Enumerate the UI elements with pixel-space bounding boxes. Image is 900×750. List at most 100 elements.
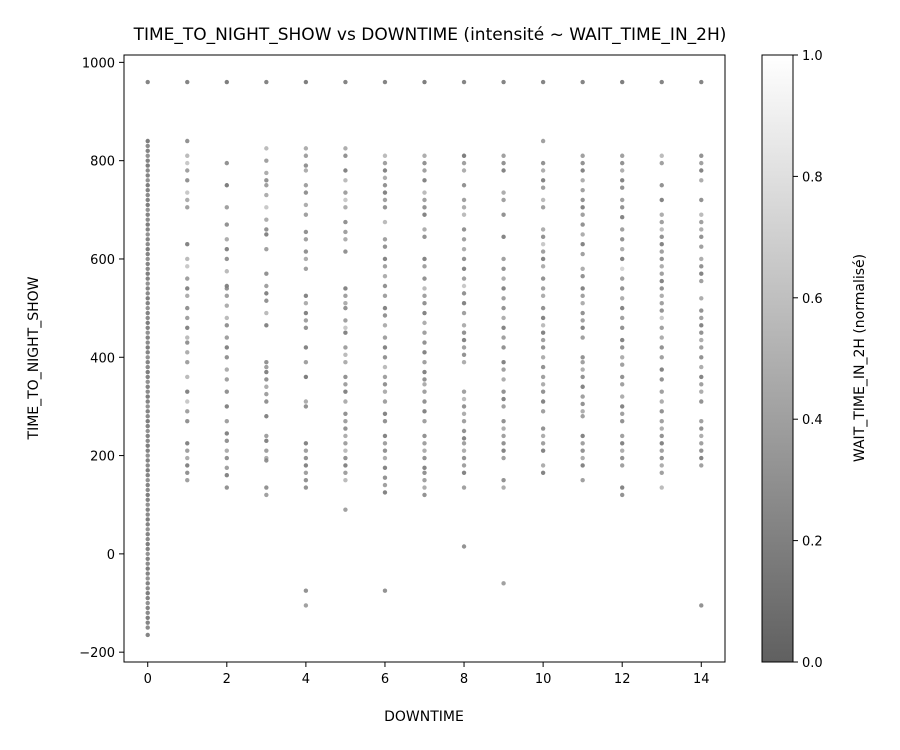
x-tick-label: 10 xyxy=(535,672,552,687)
data-point xyxy=(620,374,625,380)
data-point xyxy=(185,463,190,468)
data-point xyxy=(145,217,150,222)
data-point xyxy=(422,455,427,461)
data-point xyxy=(659,308,664,313)
data-point xyxy=(185,305,190,311)
data-point xyxy=(501,396,506,402)
data-point xyxy=(461,418,467,424)
data-point xyxy=(382,190,388,195)
data-point xyxy=(659,264,664,269)
data-point xyxy=(145,620,150,625)
data-point xyxy=(264,298,269,303)
data-point xyxy=(620,160,625,166)
data-point xyxy=(501,325,506,330)
data-point xyxy=(501,477,506,483)
data-point xyxy=(501,153,506,158)
data-point xyxy=(540,168,546,173)
data-point xyxy=(422,301,427,306)
data-point xyxy=(185,138,190,144)
data-point xyxy=(540,205,546,210)
data-point xyxy=(264,205,269,210)
data-point xyxy=(501,389,506,394)
data-point xyxy=(620,286,625,291)
data-point xyxy=(659,271,664,276)
data-point xyxy=(343,305,348,311)
data-point xyxy=(382,335,388,340)
data-point xyxy=(382,205,388,210)
data-point xyxy=(382,374,388,380)
data-point xyxy=(659,485,664,490)
data-point xyxy=(659,455,664,461)
data-point xyxy=(382,237,388,242)
y-tick-label: 0 xyxy=(107,548,115,563)
data-point xyxy=(343,448,348,453)
colorbar-title: WAIT_TIME_IN_2H (normalisé) xyxy=(852,254,868,462)
data-point xyxy=(145,242,150,247)
data-point xyxy=(422,340,427,345)
data-point xyxy=(264,146,269,151)
data-point xyxy=(620,394,625,399)
data-point xyxy=(422,205,427,210)
data-point xyxy=(422,485,427,490)
data-point xyxy=(699,441,704,446)
data-point xyxy=(145,423,150,429)
data-point xyxy=(659,426,664,431)
data-point xyxy=(264,283,269,289)
data-point xyxy=(145,566,150,571)
data-point xyxy=(382,168,388,173)
data-point xyxy=(343,455,348,461)
data-point xyxy=(185,264,190,269)
data-point xyxy=(501,266,506,271)
data-point xyxy=(580,212,585,217)
data-point xyxy=(501,305,506,311)
data-point xyxy=(382,475,388,480)
data-point xyxy=(422,160,427,166)
data-point xyxy=(303,293,309,299)
data-point xyxy=(145,246,150,252)
data-point xyxy=(501,426,506,431)
data-point xyxy=(422,418,427,424)
data-point xyxy=(145,207,150,213)
data-point xyxy=(382,382,388,387)
data-point xyxy=(145,600,150,606)
data-point xyxy=(422,320,427,326)
data-point xyxy=(461,396,467,402)
data-point xyxy=(580,197,585,203)
data-point xyxy=(264,192,269,198)
data-point xyxy=(540,470,546,475)
data-point xyxy=(501,276,506,281)
colorbar: 0.0 0.2 0.4 0.6 0.8 1.0 WAIT_TIME_IN_2H (norm… xyxy=(761,49,868,671)
data-point xyxy=(580,477,585,483)
data-point xyxy=(343,389,348,394)
colorbar-gradient xyxy=(761,54,794,663)
data-point xyxy=(422,227,427,232)
data-point xyxy=(145,576,150,581)
data-point xyxy=(382,183,388,188)
data-point xyxy=(461,237,467,242)
data-point xyxy=(343,293,348,299)
data-point xyxy=(185,256,190,262)
data-point xyxy=(580,463,585,468)
data-point xyxy=(145,409,150,414)
data-point xyxy=(540,79,546,85)
data-point xyxy=(145,143,150,149)
data-point xyxy=(145,222,150,227)
data-point xyxy=(461,283,467,289)
data-point xyxy=(422,409,427,414)
data-point xyxy=(145,369,150,375)
data-point xyxy=(145,276,150,281)
data-point xyxy=(145,345,150,350)
data-point xyxy=(620,256,625,262)
data-point xyxy=(145,453,150,458)
data-point xyxy=(501,455,506,461)
data-point xyxy=(422,153,427,158)
data-point xyxy=(224,222,229,227)
chart-title: TIME_TO_NIGHT_SHOW vs DOWNTIME (intensit… xyxy=(133,25,727,45)
data-point xyxy=(343,146,348,151)
data-point xyxy=(303,229,309,235)
data-point xyxy=(699,399,704,404)
colorbar-tick-label: 0.4 xyxy=(802,413,823,428)
data-point xyxy=(303,266,309,271)
data-point xyxy=(461,455,467,461)
data-point xyxy=(145,286,150,291)
